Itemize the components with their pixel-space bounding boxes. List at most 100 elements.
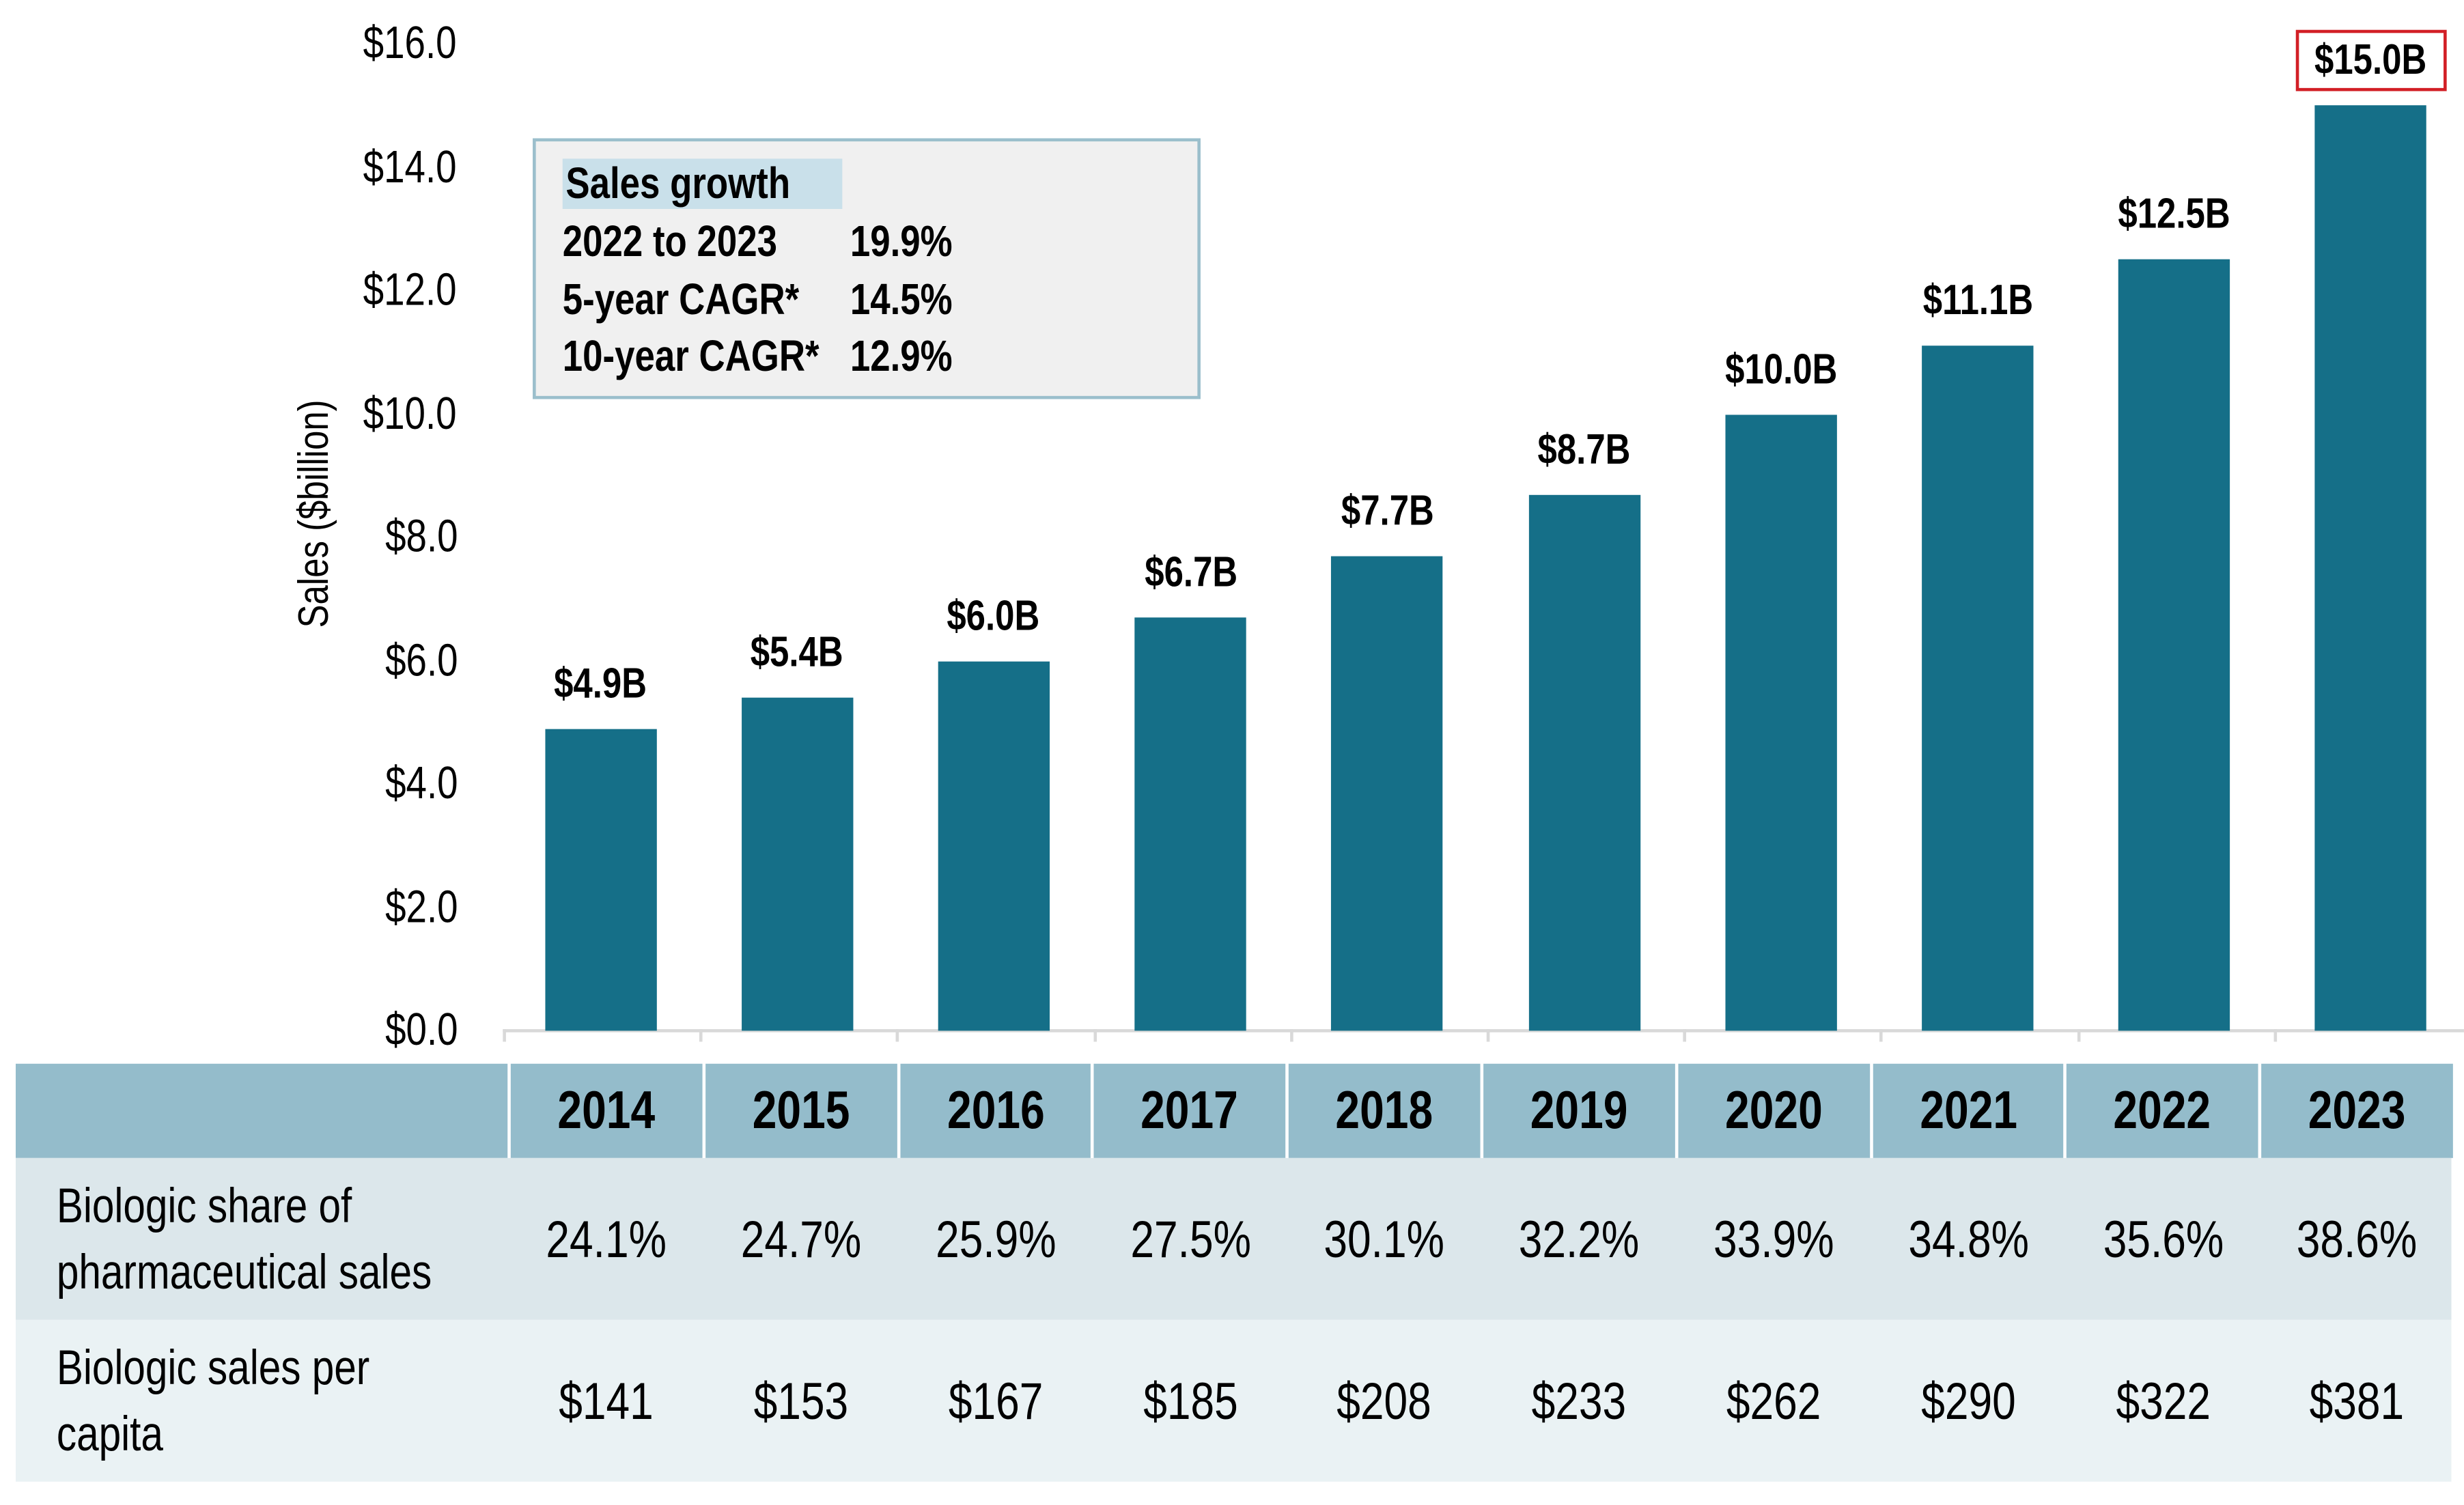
sales-growth-title: Sales growth (562, 158, 843, 210)
table-cell: $322 (2067, 1320, 2258, 1482)
y-tick-label: $16.0 (268, 18, 458, 70)
text: 35.6% (2102, 1209, 2224, 1267)
table-cell: 32.2% (1483, 1158, 1675, 1320)
text: 2015 (752, 1080, 850, 1140)
text: 34.8% (1907, 1209, 2029, 1267)
x-tick-mark (1093, 1029, 1097, 1042)
text: $6.0 (384, 635, 458, 686)
text: 2022 to 2023 (562, 216, 778, 266)
text: 30.1% (1324, 1209, 1445, 1267)
header-year-cell: 2023 (2261, 1063, 2453, 1158)
bar-2021 (1921, 346, 2034, 1031)
text: 2017 (1141, 1080, 1239, 1140)
text: 5-year CAGR* (562, 275, 800, 324)
table-cell: $153 (705, 1320, 897, 1482)
x-tick-mark (699, 1029, 703, 1042)
header-year-cell: 2019 (1483, 1063, 1675, 1158)
bar-2014 (544, 728, 656, 1031)
text: 12.9% (850, 331, 953, 380)
bar-2019 (1528, 494, 1640, 1031)
text: $6.7B (1144, 548, 1237, 596)
x-tick-mark (1879, 1029, 1884, 1042)
text: 25.9% (935, 1209, 1056, 1267)
data-label: $6.0B (884, 591, 1104, 640)
text: 14.5% (850, 275, 953, 324)
table-cell: 24.7% (705, 1158, 897, 1320)
data-label: $5.4B (687, 629, 907, 677)
text: $10.0 (363, 389, 458, 440)
header-year-cell: 2021 (1872, 1063, 2064, 1158)
text: 2018 (1336, 1080, 1433, 1140)
text: $4.0 (384, 759, 458, 810)
text: $11.1B (1922, 277, 2033, 324)
data-label: $7.7B (1277, 487, 1497, 535)
table-cell: $208 (1289, 1320, 1480, 1482)
y-tick-label: $4.0 (268, 759, 458, 810)
y-tick-label: $6.0 (268, 635, 458, 686)
x-tick-mark (2273, 1029, 2277, 1042)
y-tick-label: $10.0 (268, 389, 458, 440)
bar-2022 (2118, 259, 2230, 1031)
text: $0.0 (384, 1005, 458, 1056)
text: $233 (1532, 1370, 1627, 1429)
y-tick-label: $8.0 (268, 512, 458, 563)
text: $322 (2115, 1370, 2211, 1429)
text: $6.0B (947, 591, 1041, 639)
growth-row: 5-year CAGR* 14.5% (562, 275, 953, 326)
bar-2023 (2315, 105, 2427, 1031)
text: 2019 (1530, 1080, 1628, 1140)
table-cell: 33.9% (1678, 1158, 1869, 1320)
data-label: $12.5B (2064, 191, 2284, 239)
text: 27.5% (1130, 1209, 1250, 1267)
text: 2021 (1919, 1080, 2017, 1140)
y-tick-label: $2.0 (268, 884, 458, 931)
growth-row: 10-year CAGR* 12.9% (562, 331, 953, 382)
header-year-cell: 2016 (899, 1063, 1091, 1158)
text: $16.0 (363, 18, 458, 70)
text: $7.7B (1341, 486, 1434, 534)
text: 2016 (947, 1080, 1045, 1140)
text: $5.4B (751, 628, 844, 676)
text: 19.9% (850, 216, 953, 266)
row-label: Biologic sales per capita (57, 1336, 438, 1467)
text: $15.0B (2314, 36, 2427, 84)
table-cell: $262 (1678, 1320, 1869, 1482)
bar-2015 (741, 697, 853, 1031)
table-cell: 35.6% (2067, 1158, 2258, 1320)
table-cell: 24.1% (511, 1158, 702, 1320)
bar-2018 (1331, 556, 1444, 1031)
text: $14.0 (363, 142, 458, 193)
text: $8.0 (384, 512, 458, 563)
x-tick-mark (1486, 1029, 1490, 1042)
table-cell: 38.6% (2262, 1158, 2453, 1320)
bar-2016 (938, 660, 1050, 1031)
text: $167 (948, 1370, 1043, 1429)
text: $4.9B (553, 659, 647, 707)
bar-2020 (1724, 414, 1837, 1031)
text: $262 (1726, 1370, 1821, 1429)
x-tick-mark (1683, 1029, 1687, 1042)
header-blank-cell (16, 1063, 508, 1158)
table-header-row: 2014 2015 2016 2017 2018 2019 2020 2021 2022 2023 (16, 1063, 2453, 1158)
data-label: $11.1B (1867, 277, 2087, 326)
text: $153 (753, 1370, 849, 1429)
text: 24.7% (740, 1209, 862, 1267)
x-tick-mark (1289, 1029, 1293, 1042)
bar-2017 (1134, 617, 1246, 1031)
data-label: $15.0B (2295, 30, 2447, 92)
table-cell: 25.9% (900, 1158, 1091, 1320)
row-label: Biologic share of pharmaceutical sales (57, 1174, 514, 1306)
table-row: Biologic share of pharmaceutical sales 24.… (16, 1157, 2453, 1320)
text: $8.7B (1537, 425, 1631, 473)
sales-growth-box: Sales growth 2022 to 2023 19.9% 5-year CA… (533, 138, 1201, 399)
table-cell: 30.1% (1289, 1158, 1480, 1320)
header-year-cell: 2018 (1289, 1063, 1481, 1158)
header-year-cell: 2015 (705, 1063, 897, 1158)
bar-chart: $0.0 $2.0 $4.0 $6.0 $8.0 $10.0 $12.0 $14.0 $16.0… (268, 18, 2464, 1056)
text: 33.9% (1713, 1209, 1834, 1267)
text: 2023 (2308, 1080, 2407, 1140)
table-cell: 27.5% (1094, 1158, 1285, 1320)
text: 10-year CAGR* (562, 331, 820, 380)
table-cell: $185 (1094, 1320, 1285, 1482)
growth-row: 2022 to 2023 19.9% (562, 216, 953, 268)
